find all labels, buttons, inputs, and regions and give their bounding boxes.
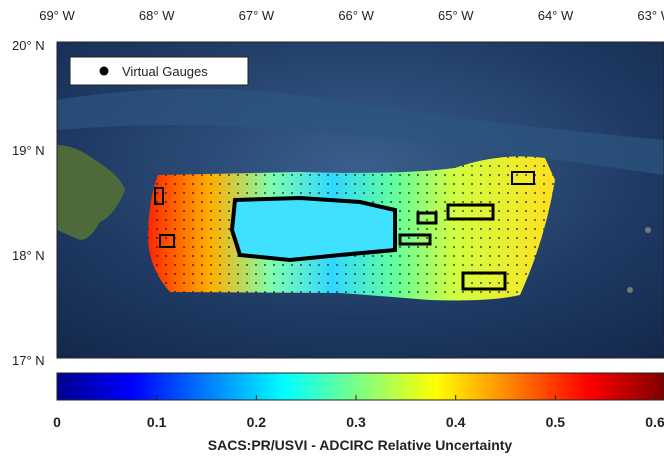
lon-label: 63° W [637, 8, 664, 23]
colorbar-tick-label: 0.6 [645, 414, 664, 430]
colorbar-tick-label: 0.5 [546, 414, 566, 430]
colorbar-label: SACS:PR/USVI - ADCIRC Relative Uncertain… [208, 437, 513, 453]
colorbar-tick-label: 0.2 [247, 414, 267, 430]
lon-label: 64° W [538, 8, 574, 23]
lon-label: 69° W [39, 8, 75, 23]
lat-label: 17° N [12, 353, 45, 368]
legend-marker [100, 67, 109, 76]
lon-label: 65° W [438, 8, 474, 23]
map [57, 42, 664, 358]
colorbar [57, 373, 664, 400]
island [645, 227, 651, 233]
lon-label: 66° W [338, 8, 374, 23]
colorbar-tick-label: 0.3 [346, 414, 366, 430]
island [627, 287, 633, 293]
legend: Virtual Gauges [70, 57, 248, 85]
legend-label: Virtual Gauges [122, 64, 208, 79]
colorbar-tick-label: 0 [53, 414, 61, 430]
colorbar-tick-label: 0.4 [446, 414, 466, 430]
figure: Virtual Gauges SACS:PR/USVI - ADCIRC Rel… [0, 0, 664, 455]
puerto-rico [232, 198, 395, 260]
lat-label: 20° N [12, 38, 45, 53]
colorbar-tick-label: 0.1 [147, 414, 167, 430]
lat-label: 18° N [12, 248, 45, 263]
lat-label: 19° N [12, 143, 45, 158]
lon-label: 68° W [139, 8, 175, 23]
lon-label: 67° W [239, 8, 275, 23]
